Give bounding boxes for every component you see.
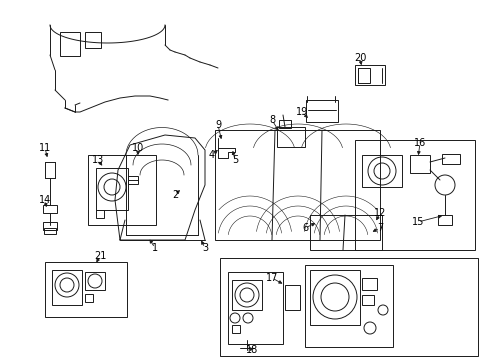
Bar — [361, 155, 401, 187]
Bar — [96, 210, 104, 218]
Bar — [409, 155, 429, 173]
Bar — [441, 154, 459, 164]
Text: 15: 15 — [411, 217, 423, 227]
Bar — [52, 270, 82, 305]
Text: 11: 11 — [39, 143, 51, 153]
Bar — [227, 272, 283, 344]
Text: 9: 9 — [215, 120, 221, 130]
Bar — [354, 65, 384, 85]
Bar — [44, 228, 56, 234]
Bar — [285, 285, 299, 310]
Text: 3: 3 — [202, 243, 207, 253]
Bar — [231, 325, 240, 333]
Bar — [361, 295, 373, 305]
Bar — [361, 278, 376, 290]
Bar — [437, 215, 451, 225]
Text: 5: 5 — [231, 155, 238, 165]
Bar — [305, 265, 392, 347]
Text: 16: 16 — [413, 138, 425, 148]
Bar — [215, 130, 379, 240]
Bar — [88, 155, 156, 225]
Text: 18: 18 — [245, 345, 258, 355]
Text: 6: 6 — [301, 223, 307, 233]
Text: 17: 17 — [265, 273, 278, 283]
Bar — [305, 100, 337, 122]
Text: 2: 2 — [171, 190, 178, 200]
Text: 1: 1 — [152, 243, 158, 253]
Bar — [43, 205, 57, 213]
Text: 4: 4 — [208, 150, 215, 160]
Bar — [43, 222, 57, 230]
Text: 10: 10 — [132, 143, 144, 153]
Text: 13: 13 — [92, 155, 104, 165]
Bar — [357, 68, 369, 83]
Bar — [85, 32, 101, 48]
Text: 19: 19 — [295, 107, 307, 117]
Bar — [85, 272, 105, 290]
Bar — [279, 120, 290, 128]
Text: 21: 21 — [94, 251, 106, 261]
Bar — [309, 270, 359, 325]
Text: 8: 8 — [268, 115, 274, 125]
Bar — [96, 168, 128, 210]
Bar — [309, 215, 381, 250]
Text: 14: 14 — [39, 195, 51, 205]
Text: 12: 12 — [373, 208, 386, 218]
Bar — [60, 32, 80, 56]
Bar — [220, 258, 477, 356]
Bar — [128, 176, 138, 184]
Text: 7: 7 — [376, 223, 382, 233]
Bar — [354, 140, 474, 250]
Bar — [45, 262, 127, 317]
Bar — [85, 294, 93, 302]
Bar — [276, 127, 305, 147]
Bar — [231, 280, 262, 310]
Text: 20: 20 — [353, 53, 366, 63]
